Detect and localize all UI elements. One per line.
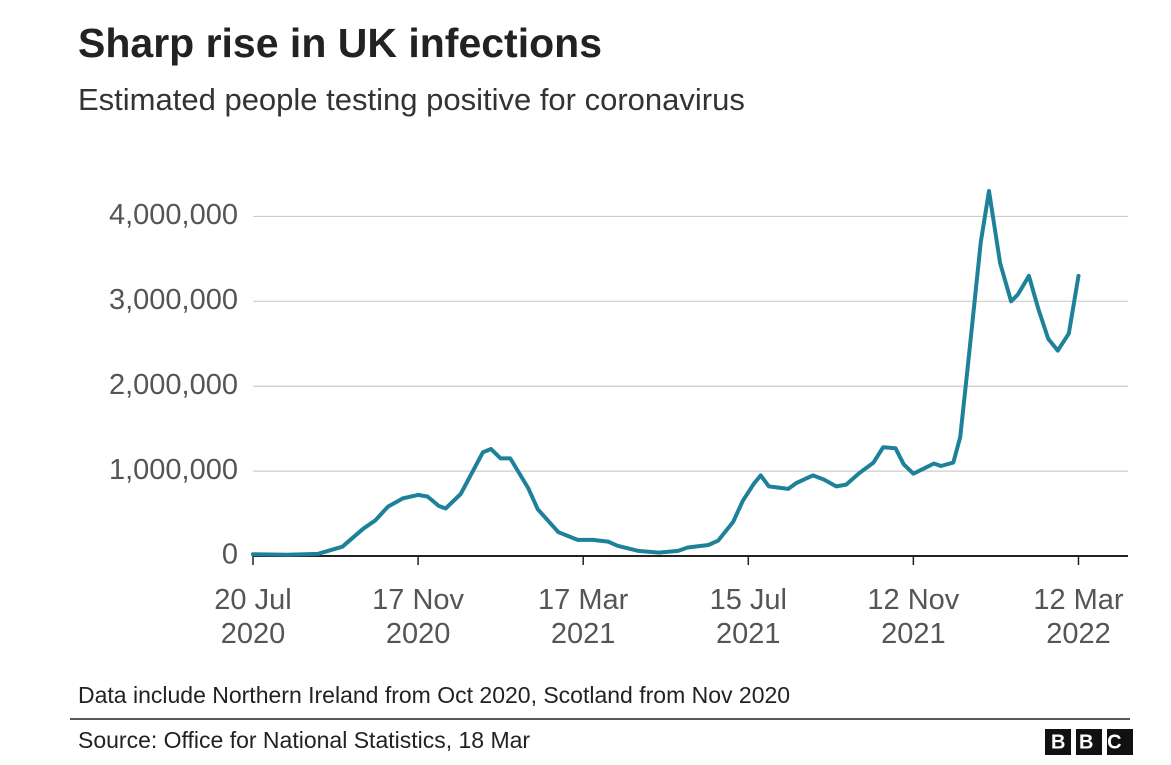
chart-title: Sharp rise in UK infections xyxy=(78,20,602,66)
logo-box xyxy=(1076,729,1102,755)
y-tick-label: 2,000,000 xyxy=(109,369,238,401)
logo: BBC xyxy=(1051,731,1135,753)
source: Source: Office for National Statistics, … xyxy=(78,727,530,753)
x-tick-label: 12 Nov 2021 xyxy=(867,584,960,650)
y-tick-label: 4,000,000 xyxy=(109,199,238,231)
chart-subtitle: Estimated people testing positive for co… xyxy=(78,82,745,117)
x-tick-label: 12 Mar 2022 xyxy=(1033,584,1124,650)
logo-box xyxy=(1107,729,1133,755)
y-tick-label: 1,000,000 xyxy=(109,454,238,486)
y-tick-label: 0 xyxy=(222,539,238,571)
line xyxy=(251,189,1081,557)
x-tick-label: 15 Jul 2021 xyxy=(709,584,787,650)
y-tick-label: 3,000,000 xyxy=(109,284,238,316)
footnote: Data include Northern Ireland from Oct 2… xyxy=(78,682,790,708)
x-tick-label: 17 Mar 2021 xyxy=(538,584,629,650)
x-tick-label: 17 Nov 2020 xyxy=(372,584,465,650)
logo-box xyxy=(1045,729,1071,755)
x-tick-label: 20 Jul 2020 xyxy=(214,584,292,650)
